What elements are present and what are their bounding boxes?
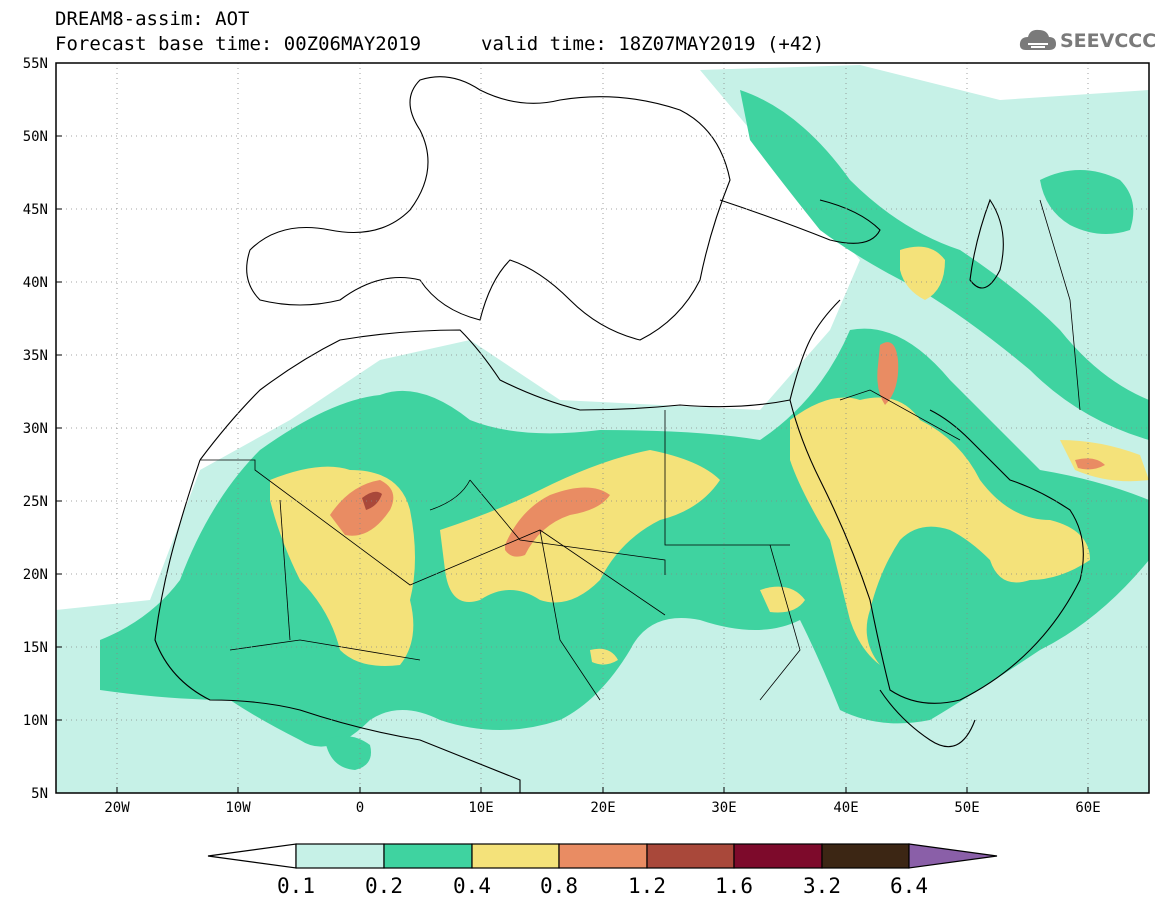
lat-label: 10N	[23, 713, 48, 729]
lon-label: 20E	[590, 800, 615, 816]
lat-label: 35N	[23, 348, 48, 364]
lat-label: 40N	[23, 275, 48, 291]
lon-label: 30E	[711, 800, 736, 816]
colorbar-segment-2	[383, 843, 473, 869]
aot-field	[56, 65, 1149, 793]
logo-text: SEEVCCC	[1060, 30, 1157, 52]
colorbar-segment-7	[821, 843, 910, 869]
colorbar-label: 1.2	[628, 874, 666, 898]
lon-label: 60E	[1075, 800, 1100, 816]
colorbar-labels: 0.1 0.2 0.4 0.8 1.2 1.6 3.2 6.4	[277, 874, 928, 898]
colorbar-segment-8	[908, 843, 998, 869]
lat-label: 25N	[23, 494, 48, 510]
lon-label: 0	[356, 800, 364, 816]
country-borders	[200, 199, 1081, 701]
lon-label: 20W	[104, 800, 130, 816]
colorbar-segment-3	[471, 843, 560, 869]
longitude-labels: 20W 10W 0 10E 20E 30E 40E 50E 60E	[104, 800, 1100, 816]
colorbar-label: 0.8	[540, 874, 578, 898]
cloud-icon	[1019, 29, 1056, 50]
lon-label: 10E	[468, 800, 493, 816]
lat-label: 30N	[23, 421, 48, 437]
latitude-labels: 5N 10N 15N 20N 25N 30N 35N 40N 45N 50N 5…	[23, 56, 48, 802]
colorbar-label: 0.4	[453, 874, 491, 898]
lat-label: 20N	[23, 567, 48, 583]
coastlines	[154, 76, 1084, 793]
lat-label: 50N	[23, 129, 48, 145]
colorbar-segment-6	[733, 843, 823, 869]
seevccc-logo: SEEVCCC	[1018, 24, 1158, 58]
colorbar-segment-0	[207, 843, 297, 869]
forecast-base-time: Forecast base time: 00Z06MAY2019	[55, 33, 422, 55]
valid-time: valid time: 18Z07MAY2019 (+42)	[481, 33, 825, 55]
lat-label: 55N	[23, 56, 48, 72]
lon-label: 10W	[225, 800, 251, 816]
colorbar-label: 0.2	[365, 874, 403, 898]
colorbar	[207, 843, 998, 869]
map-title: DREAM8-assim: AOT	[55, 8, 250, 30]
lat-label: 15N	[23, 640, 48, 656]
colorbar-label: 0.1	[277, 874, 315, 898]
colorbar-segment-1	[295, 843, 385, 869]
axis-ticks	[56, 62, 1089, 794]
lat-label: 5N	[31, 786, 48, 802]
colorbar-label: 1.6	[715, 874, 753, 898]
lon-label: 50E	[954, 800, 979, 816]
colorbar-segment-4	[558, 843, 648, 869]
gridlines	[56, 63, 1149, 793]
lon-label: 40E	[833, 800, 858, 816]
lat-label: 45N	[23, 202, 48, 218]
colorbar-segment-5	[646, 843, 735, 869]
colorbar-label: 6.4	[890, 874, 928, 898]
colorbar-label: 3.2	[803, 874, 841, 898]
